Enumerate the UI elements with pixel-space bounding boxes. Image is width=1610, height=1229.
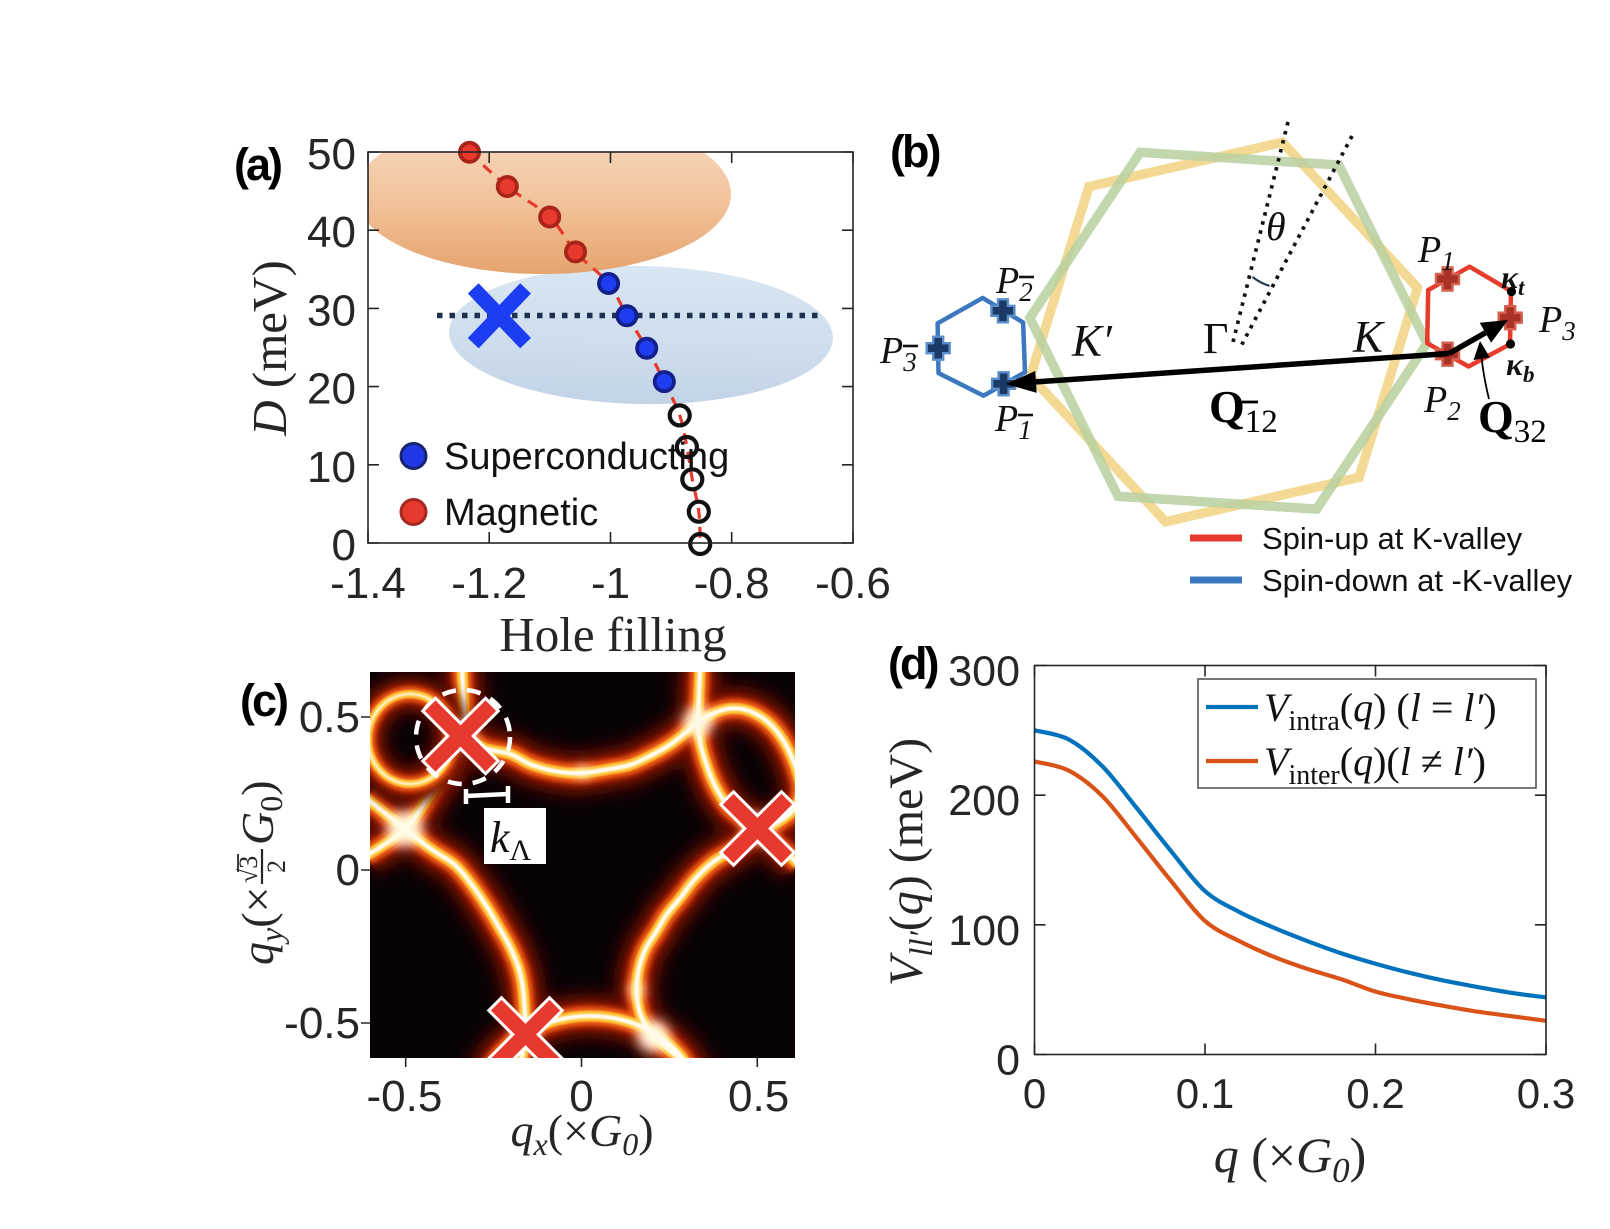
svg-text:-1.2: -1.2 (451, 559, 527, 608)
svg-text:P3: P3 (879, 330, 917, 377)
svg-text:θ: θ (1266, 204, 1286, 249)
svg-text:K′: K′ (1071, 316, 1113, 366)
svg-text:0: 0 (336, 846, 360, 895)
svg-text:(d): (d) (888, 638, 937, 689)
svg-text:(c): (c) (240, 675, 287, 726)
svg-text:Spin-down at -K-valley: Spin-down at -K-valley (1262, 563, 1573, 598)
svg-text:Superconducting: Superconducting (444, 436, 729, 478)
svg-text:-0.5: -0.5 (366, 1072, 442, 1121)
svg-text:G0): G0) (232, 780, 289, 845)
svg-text:300: 300 (948, 648, 1020, 696)
svg-text:2: 2 (262, 860, 291, 873)
svg-text:K: K (1352, 312, 1385, 362)
svg-text:0.2: 0.2 (1346, 1070, 1404, 1117)
svg-text:10: 10 (307, 443, 356, 492)
svg-text:0.5: 0.5 (728, 1072, 789, 1121)
svg-text:-0.5: -0.5 (284, 999, 360, 1048)
svg-text:0: 0 (569, 1072, 593, 1121)
svg-text:200: 200 (948, 777, 1020, 825)
svg-text:50: 50 (307, 130, 356, 179)
svg-text:0.5: 0.5 (299, 693, 360, 742)
svg-text:D (meV): D (meV) (242, 260, 297, 437)
svg-text:(b): (b) (890, 126, 939, 177)
svg-text:0: 0 (996, 1037, 1020, 1085)
svg-text:0: 0 (332, 521, 356, 570)
svg-text:0: 0 (1023, 1070, 1046, 1117)
svg-text:Γ: Γ (1203, 314, 1228, 363)
svg-text:20: 20 (307, 365, 356, 414)
svg-text:0.3: 0.3 (1517, 1070, 1575, 1117)
svg-text:qy(×: qy(× (232, 887, 289, 965)
svg-text:-0.8: -0.8 (694, 559, 770, 608)
svg-text:Spin-up at K-valley: Spin-up at K-valley (1262, 521, 1523, 556)
svg-text:40: 40 (307, 208, 356, 257)
svg-text:-1: -1 (591, 559, 630, 608)
svg-text:P1: P1 (994, 398, 1032, 445)
svg-text:0.1: 0.1 (1176, 1070, 1234, 1117)
svg-text:-1.4: -1.4 (330, 559, 406, 608)
svg-text:Magnetic: Magnetic (444, 492, 598, 534)
svg-text:Hole filling: Hole filling (499, 607, 726, 662)
svg-text:100: 100 (948, 907, 1020, 955)
svg-text:30: 30 (307, 286, 356, 335)
svg-text:(a): (a) (234, 139, 281, 190)
svg-text:-0.6: -0.6 (815, 559, 891, 608)
